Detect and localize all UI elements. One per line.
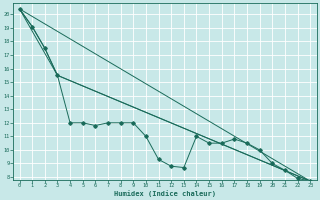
X-axis label: Humidex (Indice chaleur): Humidex (Indice chaleur) bbox=[114, 190, 216, 197]
